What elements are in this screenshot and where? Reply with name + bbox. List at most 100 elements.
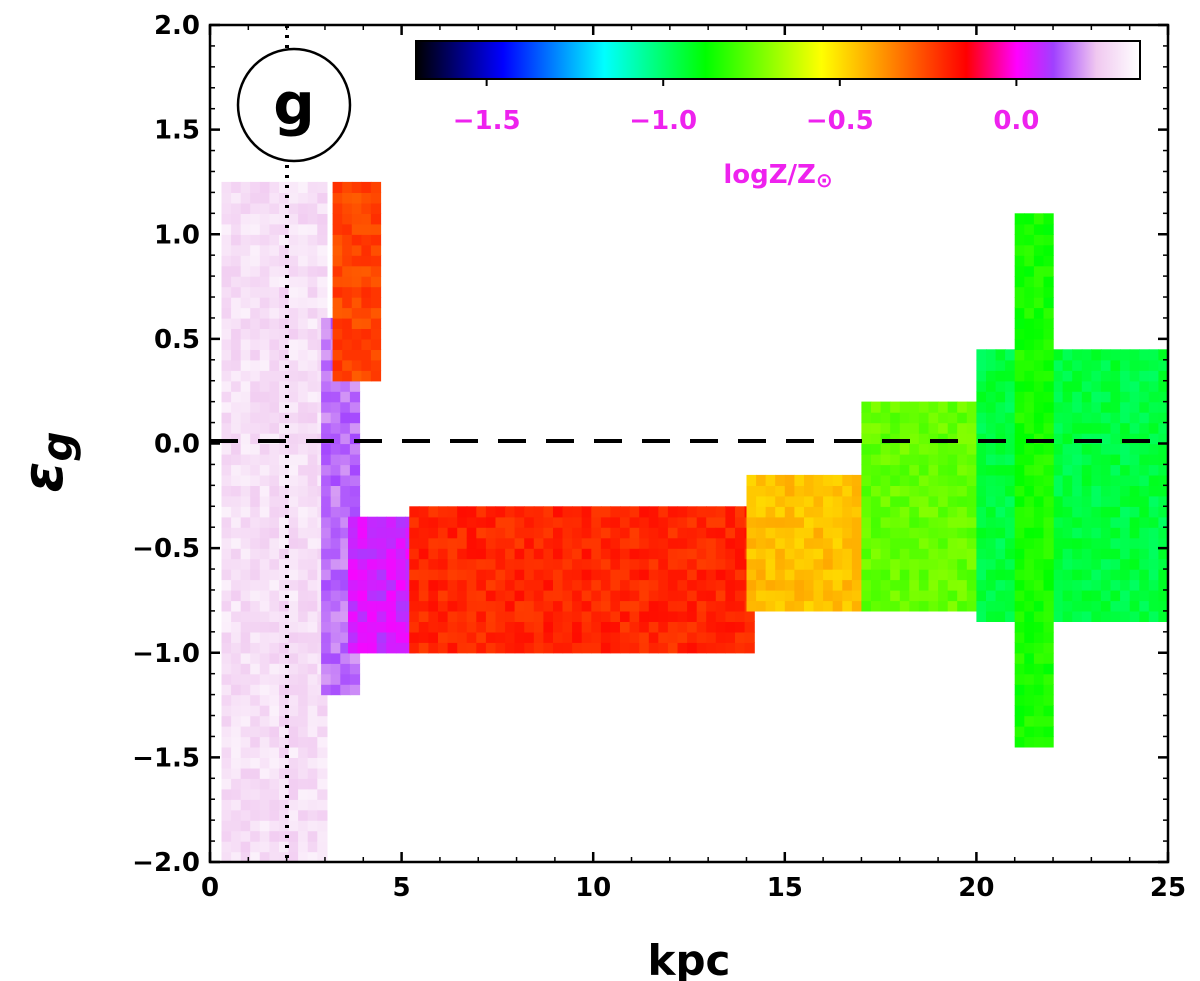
heatmap-cell	[871, 412, 882, 424]
heatmap-cell	[1139, 401, 1150, 413]
heatmap-cell	[221, 192, 232, 204]
heatmap-cell	[221, 705, 232, 717]
heatmap-cell	[1062, 548, 1073, 560]
heatmap-cell	[349, 495, 361, 507]
heatmap-cell	[250, 244, 261, 256]
heatmap-cell	[298, 652, 309, 664]
heatmap-cell	[340, 527, 351, 539]
heatmap-cell	[658, 621, 669, 633]
heatmap-cell	[533, 558, 544, 570]
heatmap-cell	[221, 474, 232, 486]
heatmap-cell	[1062, 401, 1073, 413]
heatmap-cell	[784, 548, 795, 560]
heatmap-cell	[880, 569, 891, 581]
heatmap-cell	[330, 663, 341, 675]
heatmap-cell	[610, 506, 621, 518]
heatmap-cell	[348, 548, 359, 560]
heatmap-cell	[330, 412, 341, 424]
heatmap-cell	[794, 527, 805, 539]
heatmap-cell	[370, 276, 382, 288]
heatmap-cell	[620, 548, 631, 560]
heatmap-cell	[321, 328, 332, 340]
heatmap-cell	[1129, 537, 1140, 549]
heatmap-cell	[928, 506, 939, 518]
heatmap-cell	[485, 590, 497, 602]
heatmap-cell	[288, 788, 299, 800]
heatmap-cell	[851, 558, 863, 570]
heatmap-cell	[1100, 474, 1112, 486]
heatmap-cell	[351, 192, 362, 204]
heatmap-cell	[1053, 516, 1064, 528]
heatmap-cell	[957, 579, 968, 591]
heatmap-cell	[610, 631, 621, 643]
heatmap-cell	[457, 590, 468, 602]
heatmap-cell	[447, 548, 458, 560]
heatmap-cell	[298, 600, 309, 612]
heatmap-cell	[457, 558, 468, 570]
heatmap-cell	[240, 746, 251, 758]
heatmap-cell	[1091, 422, 1102, 434]
heatmap-cell	[909, 590, 920, 602]
heatmap-cell	[735, 590, 746, 602]
heatmap-cell	[533, 631, 544, 643]
heatmap-cell	[1091, 380, 1102, 392]
heatmap-cell	[321, 663, 332, 675]
heatmap-cell	[321, 485, 332, 497]
heatmap-cell	[332, 244, 343, 256]
heatmap-cell	[851, 579, 863, 591]
heatmap-cell	[1139, 569, 1150, 581]
heatmap-cell	[648, 527, 659, 539]
heatmap-cell	[221, 401, 232, 413]
heatmap-cell	[351, 338, 362, 350]
heatmap-cell	[386, 579, 397, 591]
heatmap-cell	[428, 506, 439, 518]
heatmap-cell	[288, 401, 299, 413]
heatmap-cell	[1043, 558, 1054, 570]
heatmap-cell	[1043, 506, 1054, 518]
heatmap-cell	[457, 569, 468, 581]
heatmap-cell	[1014, 495, 1025, 507]
heatmap-cell	[1043, 234, 1054, 246]
heatmap-cell	[706, 506, 717, 518]
heatmap-cell	[1014, 338, 1025, 350]
heatmap-cell	[1053, 600, 1064, 612]
heatmap-cell	[1081, 579, 1092, 591]
heatmap-cell	[1148, 380, 1159, 392]
heatmap-cell	[1148, 370, 1159, 382]
heatmap-cell	[756, 537, 767, 549]
heatmap-cell	[986, 464, 997, 476]
heatmap-cell	[1024, 495, 1035, 507]
heatmap-cell	[784, 569, 795, 581]
heatmap-cell	[342, 328, 353, 340]
heatmap-cell	[279, 443, 290, 455]
heatmap-cell	[495, 579, 506, 591]
heatmap-cell	[735, 642, 746, 654]
heatmap-cell	[298, 642, 309, 654]
heatmap-cell	[832, 579, 843, 591]
heatmap-cell	[307, 506, 318, 518]
heatmap-cell	[639, 600, 650, 612]
heatmap-cell	[409, 610, 420, 622]
heatmap-cell	[543, 569, 554, 581]
heatmap-cell	[1148, 391, 1159, 403]
heatmap-cell	[321, 684, 332, 696]
heatmap-cell	[648, 610, 659, 622]
heatmap-cell	[725, 558, 736, 570]
heatmap-cell	[620, 590, 631, 602]
heatmap-cell	[259, 809, 270, 821]
heatmap-cell	[1053, 391, 1064, 403]
heatmap-cell	[367, 527, 378, 539]
heatmap-cell	[1014, 621, 1025, 633]
heatmap-cell	[756, 558, 767, 570]
heatmap-cell	[1072, 590, 1083, 602]
heatmap-cell	[1072, 380, 1083, 392]
heatmap-cell	[1120, 433, 1131, 445]
heatmap-cell	[620, 506, 631, 518]
heatmap-cell	[658, 527, 669, 539]
heatmap-cell	[1100, 485, 1112, 497]
heatmap-cell	[1110, 558, 1121, 570]
heatmap-cell	[340, 621, 351, 633]
heatmap-cell	[250, 380, 261, 392]
heatmap-cell	[832, 600, 843, 612]
heatmap-cell	[231, 349, 242, 361]
